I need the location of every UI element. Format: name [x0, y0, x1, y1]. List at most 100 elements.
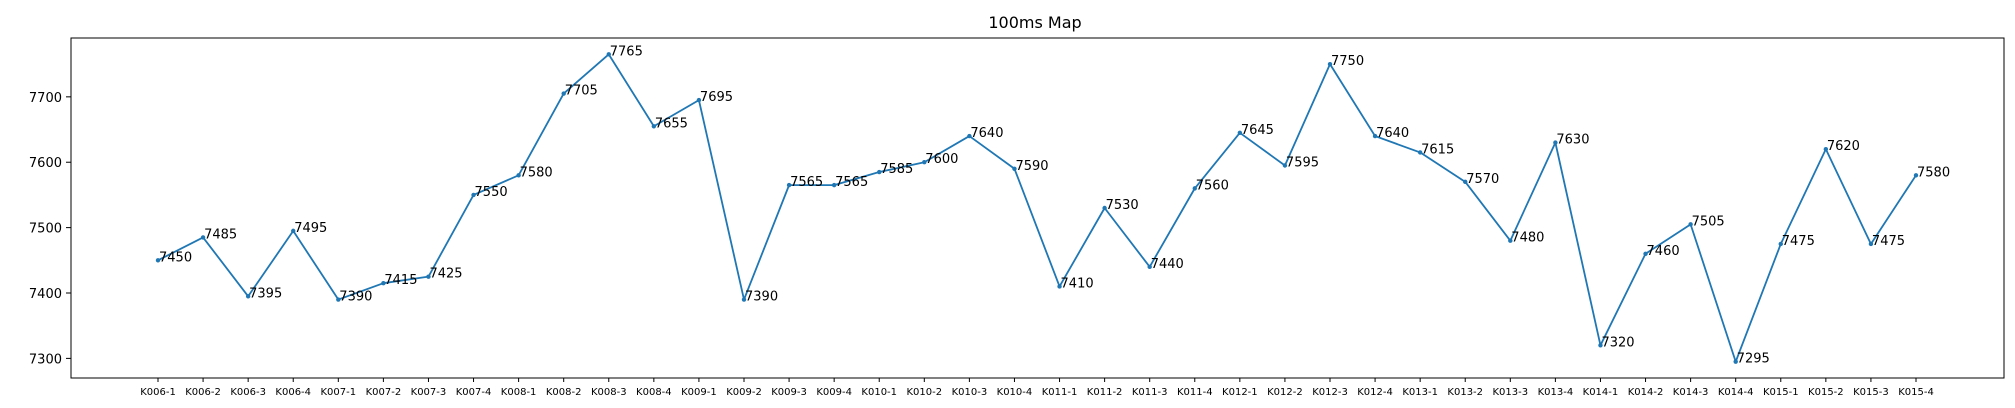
- x-tick-label: K010-1: [861, 387, 897, 398]
- data-point: [1868, 241, 1874, 247]
- data-label: 7320: [1601, 335, 1634, 350]
- x-tick-label: K015-4: [1898, 387, 1934, 398]
- data-label: 7750: [1331, 54, 1364, 69]
- x-tick-label: K014-2: [1628, 387, 1664, 398]
- x-tick-label: K006-3: [230, 387, 266, 398]
- data-point: [831, 182, 837, 188]
- x-tick-label: K011-2: [1087, 387, 1123, 398]
- x-tick-label: K012-2: [1267, 387, 1303, 398]
- x-tick-label: K006-1: [140, 387, 176, 398]
- data-label: 7620: [1827, 139, 1860, 154]
- data-point: [1508, 238, 1513, 243]
- data-point: [1282, 163, 1288, 168]
- data-point: [877, 169, 882, 175]
- plot-area: [70, 37, 2005, 379]
- x-axis: K006-1 K006-2 K006-3 K006-4 K007-1 K007-2 K007…: [140, 378, 1934, 398]
- data-labels: 7450 7485 7395 7495 7390 7415 7425 7550 7580 7705…: [159, 44, 1950, 366]
- data-label: 7565: [790, 175, 823, 190]
- data-label: 7600: [925, 152, 958, 167]
- data-label: 7425: [429, 267, 462, 282]
- data-label: 7640: [970, 126, 1003, 141]
- data-label: 7460: [1647, 244, 1680, 259]
- chart-title: 100ms Map: [988, 13, 1081, 32]
- x-tick-label: K006-2: [185, 387, 221, 398]
- data-point: [1372, 133, 1378, 139]
- data-label: 7390: [745, 290, 778, 305]
- data-label: 7615: [1421, 142, 1454, 157]
- data-label: 7495: [294, 221, 327, 236]
- x-tick-label: K014-4: [1718, 387, 1754, 398]
- data-label: 7655: [655, 116, 688, 131]
- data-point: [1688, 222, 1693, 227]
- data-label: 7530: [1106, 198, 1139, 213]
- data-point: [1823, 146, 1829, 152]
- x-tick-label: K007-2: [366, 387, 402, 398]
- data-label: 7550: [475, 185, 508, 200]
- data-point: [1192, 186, 1197, 191]
- data-point: [1147, 264, 1152, 270]
- x-tick-label: K013-4: [1538, 387, 1574, 398]
- data-point: [1553, 140, 1558, 145]
- data-label: 7560: [1196, 178, 1229, 193]
- data-point: [651, 124, 657, 129]
- data-label: 7645: [1241, 123, 1274, 138]
- x-tick-label: K008-2: [546, 387, 582, 398]
- x-tick-label: K007-4: [456, 387, 492, 398]
- x-tick-label: K015-2: [1808, 387, 1844, 398]
- x-tick-label: K011-1: [1042, 387, 1078, 398]
- data-label: 7580: [520, 165, 553, 180]
- data-point: [155, 258, 161, 263]
- data-label: 7580: [1917, 165, 1950, 180]
- data-point: [1598, 343, 1603, 348]
- data-label: 7505: [1692, 214, 1725, 229]
- data-point: [1417, 150, 1423, 155]
- x-tick-label: K009-1: [681, 387, 717, 398]
- x-tick-label: K013-3: [1492, 387, 1528, 398]
- x-tick-label: K013-2: [1447, 387, 1483, 398]
- data-label: 7410: [1061, 276, 1094, 291]
- data-label: 7295: [1737, 352, 1770, 367]
- data-label: 7390: [339, 290, 372, 305]
- x-tick-label: K014-3: [1673, 387, 1709, 398]
- x-tick-label: K009-3: [771, 387, 807, 398]
- data-label: 7450: [159, 250, 192, 265]
- x-tick-label: K008-4: [636, 387, 672, 398]
- data-label: 7395: [249, 286, 282, 301]
- x-tick-label: K013-1: [1402, 387, 1438, 398]
- data-label: 7590: [1015, 159, 1048, 174]
- data-point: [245, 294, 251, 299]
- x-tick-label: K007-3: [411, 387, 447, 398]
- x-tick-label: K010-3: [952, 387, 988, 398]
- data-point: [786, 182, 792, 188]
- data-label: 7570: [1466, 172, 1499, 187]
- data-point: [1237, 130, 1243, 136]
- y-tick-label: 7300: [29, 352, 62, 367]
- x-tick-label: K008-3: [591, 387, 627, 398]
- data-label: 7475: [1872, 234, 1905, 249]
- data-point: [1012, 166, 1017, 171]
- data-point: [967, 133, 972, 139]
- data-point: [1057, 284, 1062, 289]
- data-point: [1913, 173, 1919, 178]
- data-label: 7485: [204, 227, 237, 242]
- data-point: [426, 274, 431, 279]
- data-point: [1327, 61, 1333, 67]
- data-point: [696, 97, 702, 103]
- data-label: 7705: [565, 84, 598, 99]
- x-tick-label: K011-4: [1177, 387, 1213, 398]
- x-tick-label: K007-1: [320, 387, 356, 398]
- x-tick-label: K014-1: [1583, 387, 1619, 398]
- x-tick-label: K011-3: [1132, 387, 1168, 398]
- data-label: 7480: [1511, 231, 1544, 246]
- y-tick-label: 7400: [29, 287, 62, 302]
- data-point: [1643, 251, 1648, 256]
- data-label: 7440: [1151, 257, 1184, 272]
- x-tick-label: K015-1: [1763, 387, 1799, 398]
- x-tick-label: K010-2: [906, 387, 942, 398]
- data-point: [471, 192, 476, 198]
- x-tick-label: K012-3: [1312, 387, 1348, 398]
- x-tick-label: K008-1: [501, 387, 537, 398]
- data-label: 7595: [1286, 156, 1319, 171]
